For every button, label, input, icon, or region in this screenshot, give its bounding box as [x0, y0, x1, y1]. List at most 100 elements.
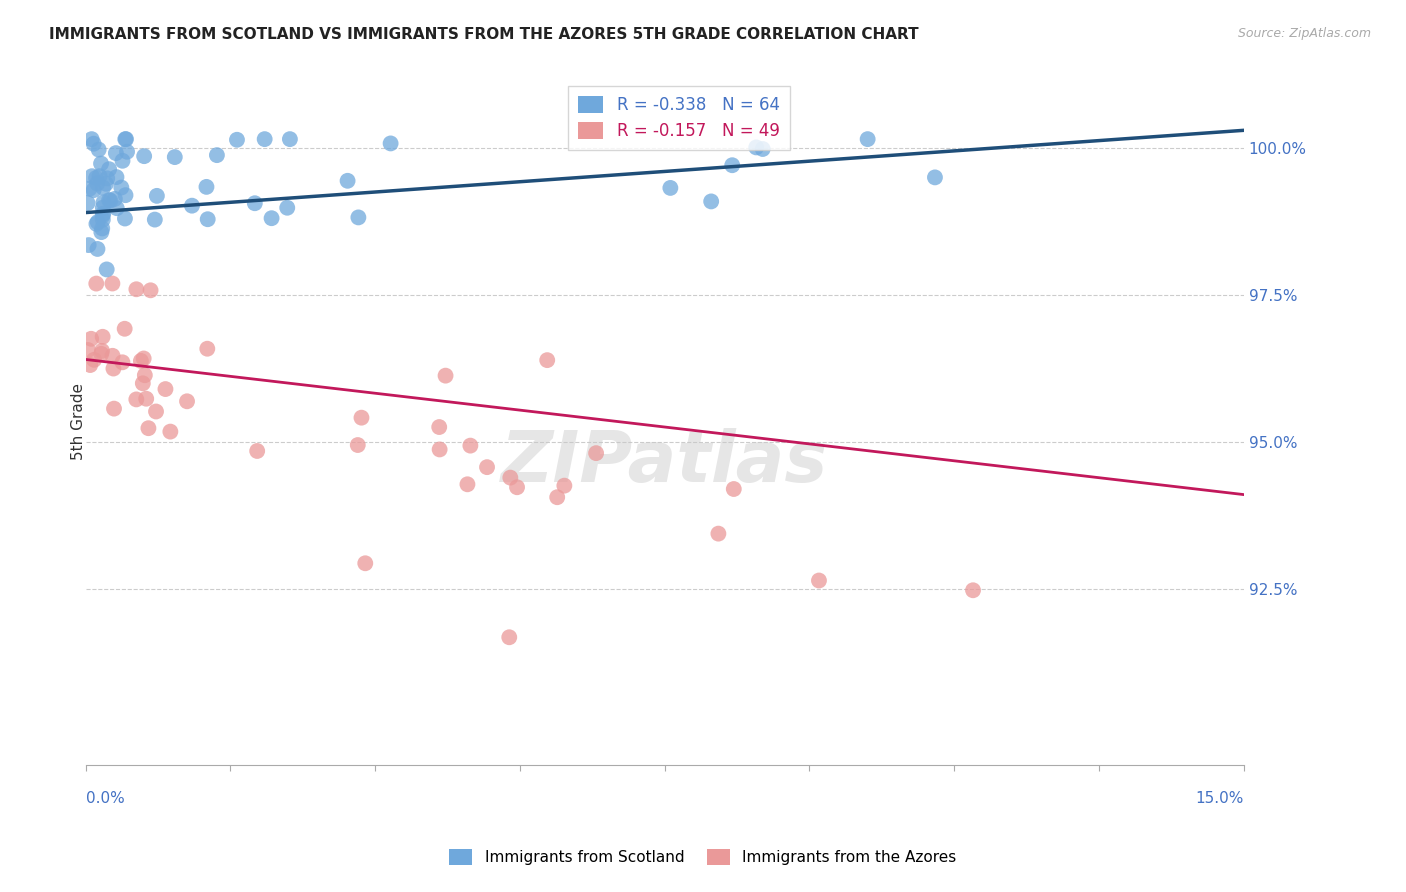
- Point: [91, 180, 114, 194]
- Point: [103, 401, 125, 416]
- Text: 0.0%: 0.0%: [86, 790, 125, 805]
- Point: [103, 361, 125, 376]
- Point: [751, 142, 773, 156]
- Text: 15.0%: 15.0%: [1195, 790, 1244, 805]
- Y-axis label: 5th Grade: 5th Grade: [72, 383, 86, 459]
- Point: [707, 526, 730, 541]
- Point: [226, 133, 249, 147]
- Point: [350, 410, 373, 425]
- Point: [155, 382, 177, 396]
- Point: [91, 212, 114, 227]
- Point: [132, 376, 155, 391]
- Point: [197, 212, 219, 227]
- Point: [101, 349, 124, 363]
- Point: [700, 194, 723, 209]
- Point: [546, 490, 568, 504]
- Point: [246, 444, 269, 458]
- Point: [115, 145, 138, 159]
- Point: [105, 170, 128, 185]
- Point: [745, 140, 768, 154]
- Text: IMMIGRANTS FROM SCOTLAND VS IMMIGRANTS FROM THE AZORES 5TH GRADE CORRELATION CHA: IMMIGRANTS FROM SCOTLAND VS IMMIGRANTS F…: [49, 27, 920, 42]
- Legend: R = -0.338   N = 64, R = -0.157   N = 49: R = -0.338 N = 64, R = -0.157 N = 49: [568, 86, 790, 151]
- Point: [243, 196, 266, 211]
- Point: [111, 153, 134, 168]
- Point: [536, 353, 558, 368]
- Point: [80, 169, 103, 184]
- Point: [205, 148, 228, 162]
- Point: [87, 143, 110, 157]
- Point: [89, 169, 111, 184]
- Point: [90, 225, 112, 239]
- Point: [276, 201, 298, 215]
- Point: [105, 201, 128, 215]
- Point: [434, 368, 457, 383]
- Point: [427, 420, 450, 434]
- Point: [856, 132, 879, 146]
- Point: [278, 132, 301, 146]
- Point: [104, 192, 127, 206]
- Point: [104, 146, 127, 161]
- Point: [86, 242, 108, 256]
- Point: [77, 238, 100, 252]
- Point: [962, 583, 984, 598]
- Point: [91, 221, 114, 235]
- Point: [125, 282, 148, 296]
- Point: [90, 156, 112, 170]
- Point: [460, 439, 482, 453]
- Point: [163, 150, 186, 164]
- Point: [721, 158, 744, 172]
- Point: [87, 215, 110, 229]
- Point: [129, 354, 152, 368]
- Point: [91, 330, 114, 344]
- Point: [79, 182, 101, 196]
- Point: [553, 478, 575, 492]
- Point: [86, 217, 108, 231]
- Point: [80, 332, 103, 346]
- Point: [94, 177, 117, 191]
- Point: [429, 442, 451, 457]
- Point: [195, 342, 218, 356]
- Point: [93, 195, 115, 210]
- Point: [132, 351, 155, 366]
- Point: [159, 425, 181, 439]
- Point: [76, 196, 98, 211]
- Point: [79, 358, 101, 372]
- Point: [924, 170, 946, 185]
- Point: [336, 174, 359, 188]
- Point: [100, 194, 122, 208]
- Point: [807, 574, 830, 588]
- Point: [354, 556, 377, 570]
- Point: [498, 630, 520, 644]
- Point: [114, 322, 136, 336]
- Point: [659, 181, 682, 195]
- Point: [723, 482, 745, 496]
- Point: [456, 477, 478, 491]
- Point: [80, 132, 103, 146]
- Point: [139, 283, 162, 297]
- Point: [111, 355, 134, 369]
- Point: [96, 262, 118, 277]
- Point: [145, 404, 167, 418]
- Point: [134, 149, 156, 163]
- Text: Source: ZipAtlas.com: Source: ZipAtlas.com: [1237, 27, 1371, 40]
- Point: [98, 162, 121, 177]
- Point: [585, 446, 607, 460]
- Point: [253, 132, 276, 146]
- Point: [98, 193, 121, 207]
- Point: [181, 199, 204, 213]
- Point: [347, 211, 370, 225]
- Point: [110, 180, 132, 194]
- Point: [83, 183, 105, 197]
- Point: [84, 171, 107, 186]
- Point: [91, 207, 114, 221]
- Point: [138, 421, 160, 435]
- Legend: Immigrants from Scotland, Immigrants from the Azores: Immigrants from Scotland, Immigrants fro…: [443, 843, 963, 871]
- Point: [84, 277, 107, 291]
- Point: [475, 460, 498, 475]
- Point: [96, 171, 118, 186]
- Point: [195, 180, 218, 194]
- Point: [499, 470, 522, 484]
- Point: [114, 188, 136, 202]
- Point: [114, 211, 136, 226]
- Point: [90, 347, 112, 361]
